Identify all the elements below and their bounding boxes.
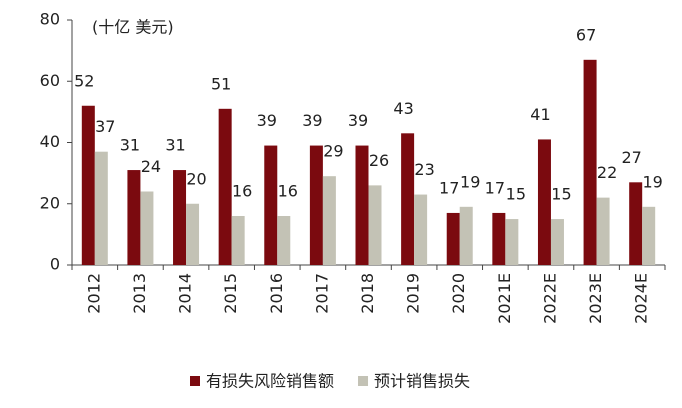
- bar: [596, 197, 610, 265]
- bar: [368, 185, 382, 265]
- x-tick-label: 2020: [449, 273, 468, 314]
- legend-label: 有损失风险销售额: [206, 372, 334, 391]
- x-tick-label: 2019: [404, 273, 423, 314]
- bar: [537, 139, 551, 265]
- x-tick-label: 2013: [130, 273, 149, 314]
- value-label: 52: [74, 71, 94, 90]
- x-tick-label: 2018: [358, 273, 377, 314]
- bar: [583, 59, 597, 265]
- value-label: 43: [393, 99, 413, 118]
- bar: [459, 206, 473, 265]
- bar: [94, 151, 108, 265]
- bar: [264, 145, 278, 265]
- value-label: 26: [369, 151, 389, 170]
- bar: [414, 194, 428, 265]
- value-label: 22: [597, 163, 617, 182]
- y-tick-label: 40: [40, 132, 60, 151]
- unit-annotation: (十亿 美元): [92, 18, 174, 37]
- value-label: 19: [643, 172, 663, 191]
- value-label: 39: [302, 111, 322, 130]
- value-label: 31: [165, 136, 185, 155]
- y-tick-label: 80: [40, 10, 60, 29]
- value-label: 29: [323, 142, 343, 161]
- bar: [218, 108, 232, 265]
- bar: [127, 170, 141, 265]
- value-label: 17: [439, 178, 459, 197]
- legend-swatch: [190, 376, 200, 386]
- bar: [309, 145, 323, 265]
- x-tick-label: 2021E: [495, 273, 514, 324]
- bar: [231, 216, 245, 265]
- bar: [277, 216, 291, 265]
- value-label: 67: [576, 25, 596, 44]
- y-tick-label: 60: [40, 71, 60, 90]
- x-tick-label: 2023E: [586, 273, 605, 324]
- bar: [186, 203, 200, 265]
- value-label: 16: [232, 182, 252, 201]
- value-label: 20: [186, 169, 206, 188]
- legend-swatch: [358, 376, 369, 386]
- bar: [81, 105, 95, 265]
- bar: [140, 191, 154, 265]
- bar: [505, 219, 519, 265]
- value-label: 24: [141, 157, 161, 176]
- bar: [642, 206, 656, 265]
- bar: [550, 219, 564, 265]
- bar: [173, 170, 187, 265]
- value-label: 39: [348, 111, 368, 130]
- bar: [492, 212, 506, 265]
- x-tick-label: 2012: [84, 273, 103, 314]
- value-label: 15: [551, 185, 571, 204]
- value-label: 27: [622, 148, 642, 167]
- bar: [446, 212, 460, 265]
- value-label: 23: [414, 160, 434, 179]
- x-tick-label: 2014: [176, 273, 195, 314]
- y-tick-label: 0: [50, 255, 60, 274]
- value-label: 16: [278, 182, 298, 201]
- legend-label: 预计销售损失: [374, 372, 470, 391]
- value-label: 41: [530, 105, 550, 124]
- y-tick-label: 20: [40, 193, 60, 212]
- bar: [401, 133, 415, 265]
- value-label: 51: [211, 74, 231, 93]
- x-tick-label: 2022E: [540, 273, 559, 324]
- x-tick-label: 2017: [312, 273, 331, 314]
- bar: [629, 182, 643, 265]
- x-tick-label: 2015: [221, 273, 240, 314]
- x-tick-label: 2016: [267, 273, 286, 314]
- bar: [322, 176, 336, 265]
- value-label: 15: [506, 185, 526, 204]
- x-tick-label: 2024E: [632, 273, 651, 324]
- bar: [355, 145, 369, 265]
- value-label: 39: [257, 111, 277, 130]
- value-label: 37: [95, 117, 115, 136]
- value-label: 19: [460, 172, 480, 191]
- value-label: 31: [120, 136, 140, 155]
- value-label: 17: [485, 178, 505, 197]
